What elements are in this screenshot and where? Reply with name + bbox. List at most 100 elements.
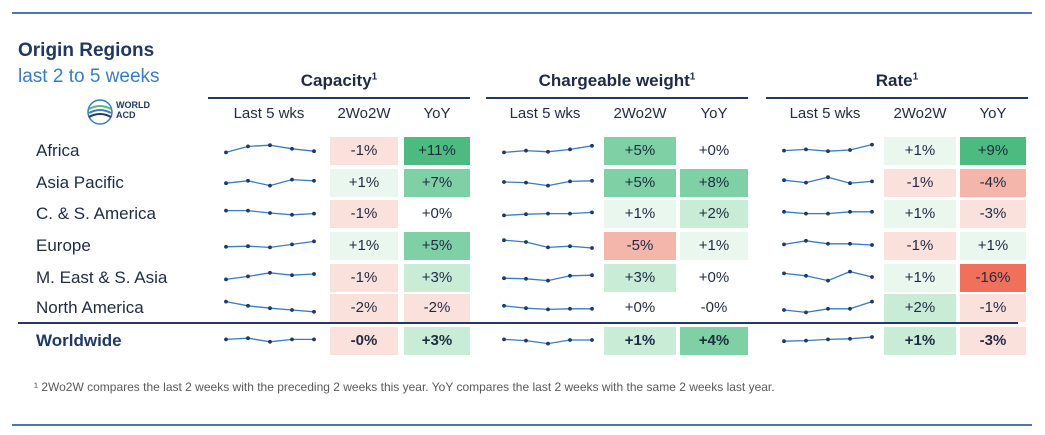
sparkline-point bbox=[870, 179, 874, 184]
cell-2wo2w: +1% bbox=[330, 169, 398, 197]
group-title-rate: Rate1 bbox=[766, 71, 1028, 91]
cell-2wo2w: +1% bbox=[884, 264, 956, 292]
sparkline-point bbox=[590, 143, 594, 148]
sparkline-point bbox=[568, 306, 572, 311]
worldwide-separator bbox=[18, 322, 1018, 324]
sparkline-point bbox=[782, 148, 786, 153]
cell-yoy: -16% bbox=[960, 264, 1026, 292]
sparkline-point bbox=[524, 180, 528, 185]
sparkline bbox=[502, 210, 594, 218]
sparkline-point bbox=[502, 150, 506, 155]
sparkline-point bbox=[524, 212, 528, 217]
sparkline-point bbox=[870, 209, 874, 214]
sparkline-point bbox=[546, 341, 550, 346]
sparkline-point bbox=[870, 142, 874, 147]
cell-2wo2w: -5% bbox=[604, 232, 676, 260]
sparkline-point bbox=[848, 181, 852, 186]
sparkline-point bbox=[568, 179, 572, 184]
sparkline-point bbox=[826, 306, 830, 311]
sparkline bbox=[782, 335, 874, 344]
cell-yoy: +0% bbox=[680, 264, 748, 292]
group-title-text: Chargeable weight bbox=[538, 71, 690, 90]
sparkline-point bbox=[804, 180, 808, 185]
sparkline-point bbox=[848, 269, 852, 274]
sparkline-point bbox=[290, 212, 294, 217]
sparkline-point bbox=[546, 183, 550, 188]
sparkline-point bbox=[782, 242, 786, 247]
sparkline-point bbox=[782, 271, 786, 276]
sparkline bbox=[782, 299, 874, 315]
cell-2wo2w: -1% bbox=[330, 264, 398, 292]
sparkline-point bbox=[502, 276, 506, 281]
sparkline-point bbox=[524, 148, 528, 153]
group-title-sup: 1 bbox=[371, 71, 378, 83]
column-header: YoY bbox=[700, 105, 728, 122]
sparkline-point bbox=[502, 303, 506, 308]
cell-2wo2w: +1% bbox=[604, 200, 676, 228]
sparkline-point bbox=[502, 337, 506, 342]
cell-yoy: +3% bbox=[404, 264, 470, 292]
sparkline-point bbox=[502, 213, 506, 218]
sparkline-point bbox=[804, 238, 808, 243]
region-label: Worldwide bbox=[36, 331, 122, 350]
cell-2wo2w: +0% bbox=[604, 294, 676, 322]
sparkline bbox=[224, 336, 316, 344]
cell-yoy: +0% bbox=[404, 200, 470, 228]
sparkline-point bbox=[312, 309, 316, 314]
cell-2wo2w: +5% bbox=[604, 137, 676, 165]
sparkline-point bbox=[804, 273, 808, 278]
cell-yoy: +7% bbox=[404, 169, 470, 197]
column-header: YoY bbox=[979, 105, 1007, 122]
cell-yoy: +1% bbox=[960, 232, 1026, 260]
sparkline-point bbox=[546, 149, 550, 154]
cell-2wo2w: +1% bbox=[884, 200, 956, 228]
sparkline-point bbox=[312, 149, 316, 154]
sparkline-point bbox=[826, 337, 830, 342]
sparkline-point bbox=[826, 149, 830, 154]
region-label: C. & S. America bbox=[36, 204, 156, 223]
cell-2wo2w: +1% bbox=[330, 232, 398, 260]
page-subtitle: last 2 to 5 weeks bbox=[18, 66, 160, 87]
sparkline-point bbox=[246, 274, 250, 279]
group-title-sup: 1 bbox=[912, 71, 919, 83]
region-label: M. East & S. Asia bbox=[36, 268, 168, 287]
sparkline bbox=[782, 238, 874, 247]
cell-2wo2w: +1% bbox=[604, 327, 676, 355]
cell-2wo2w: +3% bbox=[604, 264, 676, 292]
cell-2wo2w: +5% bbox=[604, 169, 676, 197]
sparkline-point bbox=[848, 336, 852, 341]
sparkline bbox=[502, 303, 594, 312]
cell-yoy: -1% bbox=[960, 294, 1026, 322]
region-label: Asia Pacific bbox=[36, 173, 124, 192]
sparkline bbox=[502, 238, 594, 250]
cell-yoy: +8% bbox=[680, 169, 748, 197]
bottom-rule bbox=[12, 424, 1032, 426]
cell-yoy: +4% bbox=[680, 327, 748, 355]
sparkline-point bbox=[290, 177, 294, 182]
sparkline-point bbox=[524, 338, 528, 343]
sparkline-point bbox=[568, 147, 572, 152]
column-header: Last 5 wks bbox=[233, 105, 305, 122]
sparkline-point bbox=[502, 180, 506, 184]
sparkline-point bbox=[804, 338, 808, 343]
sparkline-point bbox=[290, 273, 294, 278]
column-header: Last 5 wks bbox=[789, 105, 861, 122]
sparkline-point bbox=[224, 299, 228, 304]
sparkline-point bbox=[224, 244, 228, 249]
sparkline bbox=[224, 239, 316, 250]
sparkline-point bbox=[568, 244, 572, 249]
cell-yoy: -3% bbox=[960, 200, 1026, 228]
sparkline-point bbox=[804, 310, 808, 315]
sparkline-point bbox=[268, 270, 272, 275]
sparkline-point bbox=[590, 273, 594, 278]
sparkline-point bbox=[246, 144, 250, 149]
sparkline-point bbox=[782, 308, 786, 312]
sparkline-point bbox=[502, 238, 506, 243]
sparkline bbox=[224, 299, 316, 314]
sparkline-point bbox=[590, 178, 594, 183]
sparkline-point bbox=[268, 306, 272, 311]
sparkline-point bbox=[224, 150, 228, 155]
sparkline-point bbox=[268, 245, 272, 250]
cell-yoy: +9% bbox=[960, 137, 1026, 165]
sparkline bbox=[502, 337, 594, 346]
